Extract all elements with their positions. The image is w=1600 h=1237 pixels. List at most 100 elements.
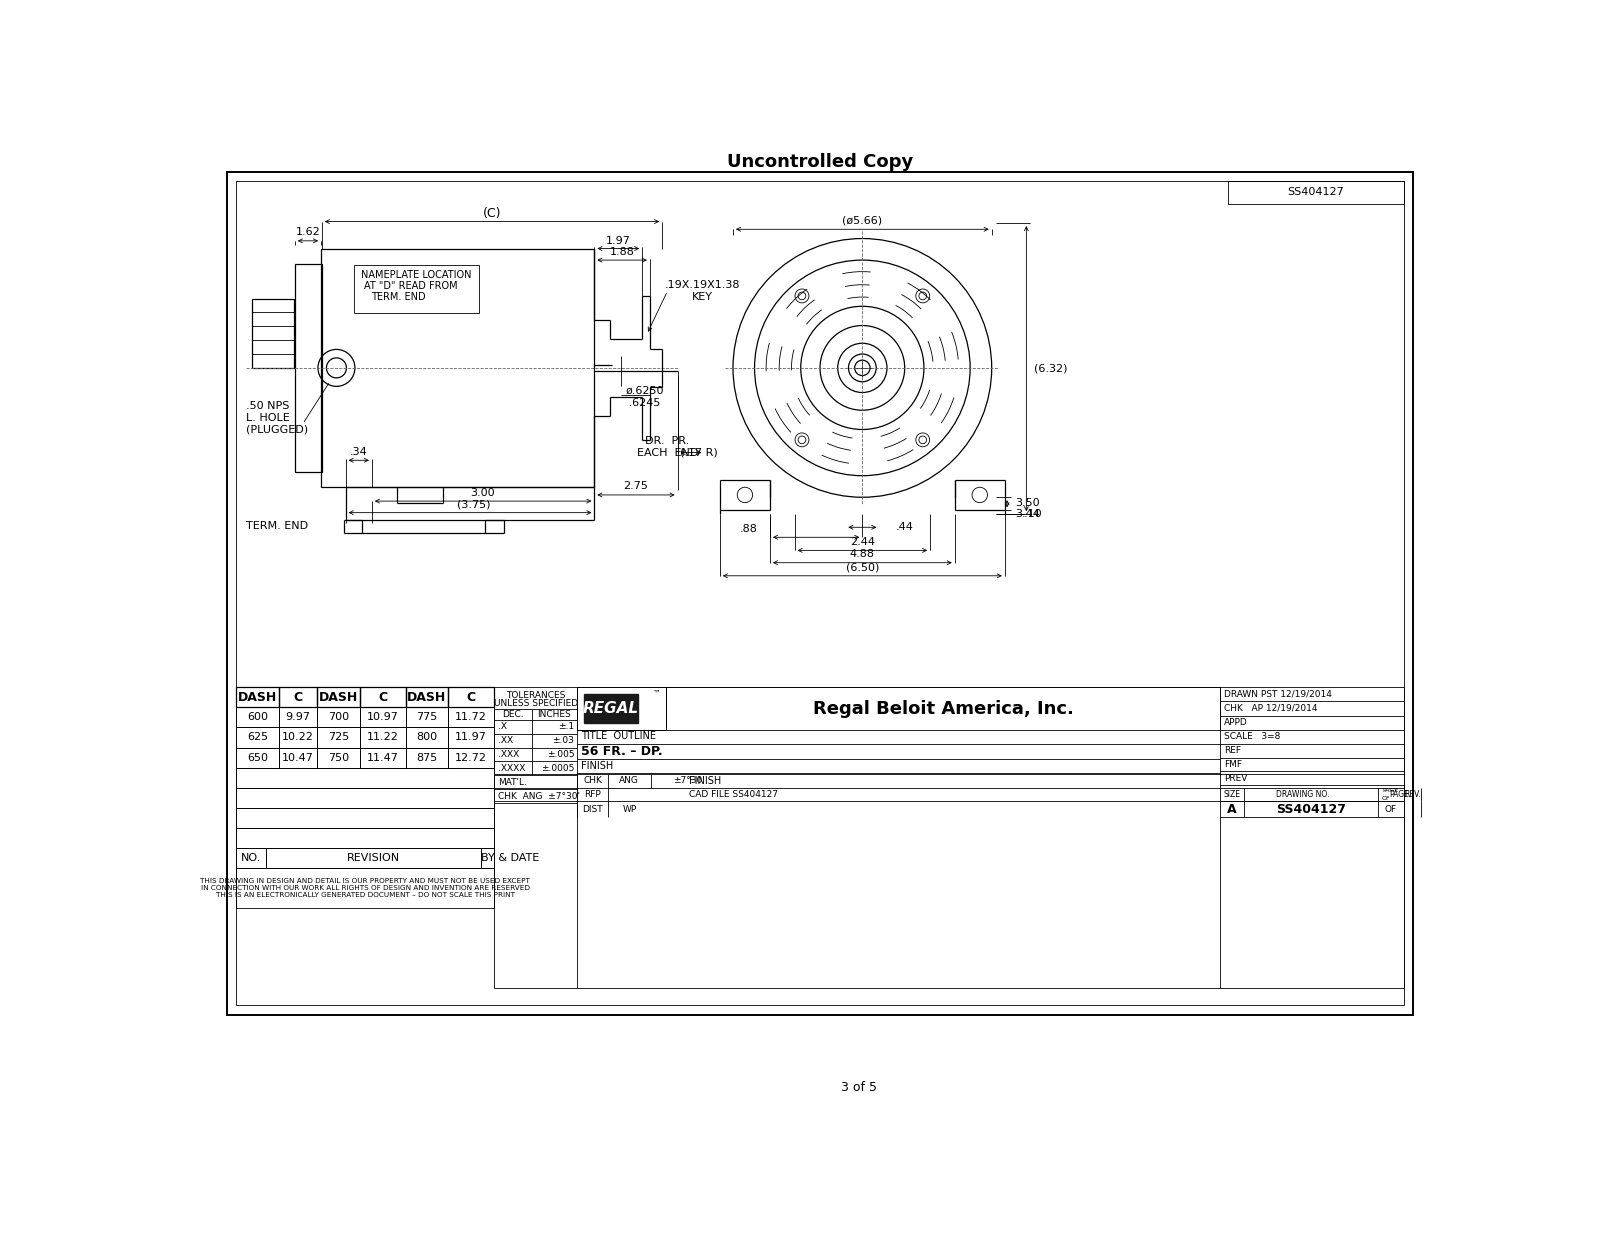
Text: .44: .44 <box>896 522 914 532</box>
Bar <box>278 727 317 747</box>
Text: DRAWN PST 12/19/2014: DRAWN PST 12/19/2014 <box>1224 690 1333 699</box>
Text: Regal Beloit America, Inc.: Regal Beloit America, Inc. <box>813 700 1074 717</box>
Text: EACH  END: EACH END <box>637 448 698 458</box>
Text: .50 NPS: .50 NPS <box>246 401 290 412</box>
Text: NAMEPLATE LOCATION: NAMEPLATE LOCATION <box>362 271 472 281</box>
Bar <box>317 747 360 767</box>
Text: CHK  ANG  ±7°30': CHK ANG ±7°30' <box>498 792 581 800</box>
Text: TERM. END: TERM. END <box>246 521 309 531</box>
Text: 2.44: 2.44 <box>850 537 875 547</box>
Text: KEY: KEY <box>691 292 712 302</box>
Text: REVISION: REVISION <box>347 852 400 862</box>
Bar <box>494 688 1403 987</box>
Text: (.17 R): (.17 R) <box>680 448 718 458</box>
Text: INCHES: INCHES <box>538 710 571 719</box>
Text: ±7°30': ±7°30' <box>674 776 706 785</box>
Text: Uncontrolled Copy: Uncontrolled Copy <box>726 153 914 171</box>
Text: REGAL: REGAL <box>582 700 638 716</box>
Text: 3.00: 3.00 <box>470 487 494 497</box>
Text: L. HOLE: L. HOLE <box>246 413 290 423</box>
Bar <box>237 767 494 788</box>
Bar <box>237 747 278 767</box>
Text: A: A <box>1227 803 1237 815</box>
Text: FMF: FMF <box>1224 760 1242 769</box>
Text: DASH: DASH <box>318 691 358 704</box>
Bar <box>406 708 448 727</box>
Text: C: C <box>378 691 387 704</box>
Text: ±.1: ±.1 <box>558 722 574 731</box>
Bar <box>406 688 448 708</box>
Text: 11.47: 11.47 <box>366 752 398 762</box>
Text: DEC.: DEC. <box>502 710 523 719</box>
Text: ANG: ANG <box>619 776 638 785</box>
Text: PREV: PREV <box>1224 774 1248 783</box>
Text: CHK: CHK <box>584 776 602 785</box>
Text: SS404127: SS404127 <box>1288 187 1344 198</box>
Text: C: C <box>293 691 302 704</box>
Text: 775: 775 <box>416 713 437 722</box>
Text: SCALE   3=8: SCALE 3=8 <box>1224 732 1280 741</box>
Text: DIST: DIST <box>582 804 603 814</box>
Bar <box>448 747 494 767</box>
Bar <box>448 688 494 708</box>
Bar <box>266 847 482 867</box>
Bar <box>584 694 637 722</box>
Text: 10.47: 10.47 <box>282 752 314 762</box>
Text: DASH: DASH <box>238 691 277 704</box>
Text: 11.97: 11.97 <box>456 732 486 742</box>
Text: FINISH: FINISH <box>581 761 613 771</box>
Text: .XX: .XX <box>498 736 514 745</box>
Text: SIZE: SIZE <box>1224 790 1240 799</box>
Bar <box>237 708 278 727</box>
Bar <box>237 847 266 867</box>
Bar <box>317 688 360 708</box>
Text: .X: .X <box>498 722 507 731</box>
Text: .XXXX: .XXXX <box>498 763 525 773</box>
Text: (ø5.66): (ø5.66) <box>842 215 883 226</box>
Text: 1.97: 1.97 <box>606 236 630 246</box>
Text: C: C <box>467 691 475 704</box>
Text: 625: 625 <box>246 732 269 742</box>
Text: THIS DRAWING IN DESIGN AND DETAIL IS OUR PROPERTY AND MUST NOT BE USED EXCEPT
IN: THIS DRAWING IN DESIGN AND DETAIL IS OUR… <box>200 877 530 898</box>
Bar <box>1229 181 1403 204</box>
Text: SS404127: SS404127 <box>1275 803 1346 815</box>
Text: 3.50: 3.50 <box>1014 499 1040 508</box>
Text: CAD FILE SS404127: CAD FILE SS404127 <box>690 790 778 799</box>
Bar <box>354 266 478 313</box>
Bar <box>406 747 448 767</box>
Text: MAT'L.: MAT'L. <box>498 778 526 787</box>
Text: FINISH: FINISH <box>690 776 722 785</box>
Bar <box>666 688 1221 730</box>
Text: TOLERANCES: TOLERANCES <box>506 690 565 700</box>
Text: .6245: .6245 <box>626 397 661 407</box>
Text: APPD: APPD <box>1224 719 1248 727</box>
Text: AT "D" READ FROM: AT "D" READ FROM <box>363 281 458 291</box>
Text: WP: WP <box>622 804 637 814</box>
Text: 2.75: 2.75 <box>624 481 648 491</box>
Text: 3 of 5: 3 of 5 <box>840 1081 877 1095</box>
Text: 11.72: 11.72 <box>456 713 486 722</box>
Bar <box>227 172 1413 1014</box>
Text: ø.6250: ø.6250 <box>626 386 664 396</box>
Text: ™: ™ <box>653 689 661 698</box>
Text: .XXX: .XXX <box>498 750 520 760</box>
Bar <box>317 727 360 747</box>
Bar <box>482 847 494 867</box>
Text: CHK   AP 12/19/2014: CHK AP 12/19/2014 <box>1224 704 1318 713</box>
Text: 10.22: 10.22 <box>282 732 314 742</box>
Text: 10.97: 10.97 <box>366 713 398 722</box>
Bar <box>237 688 278 708</box>
Bar <box>237 867 494 908</box>
Text: UNLESS SPECIFIED: UNLESS SPECIFIED <box>494 699 578 708</box>
Text: REV.: REV. <box>1403 790 1421 799</box>
Bar <box>278 688 317 708</box>
Text: NO.: NO. <box>242 852 261 862</box>
Bar <box>360 688 406 708</box>
Text: (C): (C) <box>483 208 501 220</box>
Bar <box>360 727 406 747</box>
Text: -.10: -.10 <box>1021 510 1043 520</box>
Text: (6.32): (6.32) <box>1034 364 1067 374</box>
Bar <box>322 249 594 487</box>
Text: 3.44: 3.44 <box>1014 510 1040 520</box>
Bar <box>278 708 317 727</box>
